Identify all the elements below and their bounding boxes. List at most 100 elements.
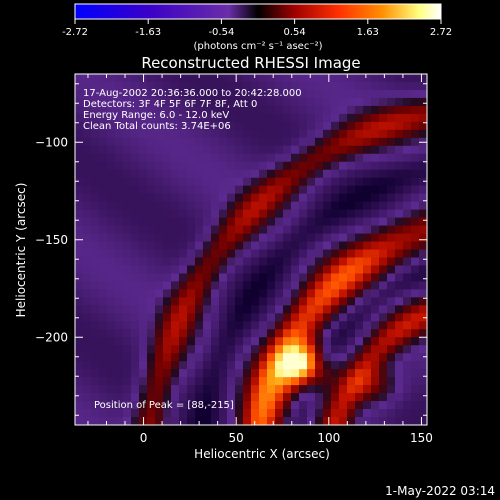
heatmap-cell: [243, 113, 252, 123]
heatmap-cell: [227, 393, 236, 402]
heatmap-cell: [299, 257, 308, 267]
heatmap-cell: [403, 217, 412, 227]
heatmap-cell: [363, 281, 372, 290]
heatmap-cell: [203, 105, 212, 115]
heatmap-cell: [235, 377, 244, 386]
heatmap-cell: [291, 201, 300, 211]
heatmap-cell: [91, 417, 100, 425]
heatmap-cell: [179, 241, 188, 251]
heatmap-cell: [299, 129, 308, 139]
heatmap-cell: [211, 249, 220, 259]
heatmap-cell: [307, 337, 316, 346]
heatmap-cell: [99, 169, 108, 179]
heatmap-cell: [147, 257, 156, 267]
heatmap-cell: [123, 153, 132, 163]
heatmap-cell: [411, 145, 420, 155]
heatmap-cell: [155, 385, 164, 394]
heatmap-cell: [163, 329, 172, 338]
heatmap-cell: [347, 265, 356, 275]
heatmap-cell: [251, 417, 260, 425]
heatmap-cell: [99, 74, 108, 83]
heatmap-cell: [163, 377, 172, 386]
heatmap-cell: [235, 233, 244, 243]
heatmap-cell: [91, 305, 100, 314]
heatmap-cell: [347, 401, 356, 410]
colorbar: -2.72 -1.63 -0.54 0.54 1.63 2.72 (photons cm⁻…: [62, 3, 452, 52]
heatmap-cell: [139, 201, 148, 211]
heatmap-cell: [307, 241, 316, 251]
heatmap-cell: [235, 89, 244, 99]
heatmap-cell: [419, 89, 427, 99]
heatmap-cell: [211, 337, 220, 346]
heatmap-cell: [187, 297, 196, 306]
heatmap-cell: [187, 81, 196, 91]
heatmap-cell: [331, 185, 340, 195]
heatmap-cell: [323, 217, 332, 227]
y-tick-label: −200: [35, 330, 68, 344]
heatmap-cell: [115, 281, 124, 290]
heatmap-cell: [171, 353, 180, 362]
heatmap-cell: [139, 329, 148, 338]
heatmap-cell: [115, 113, 124, 123]
heatmap-cell: [307, 297, 316, 306]
heatmap-cell: [363, 233, 372, 243]
heatmap-cell: [163, 265, 172, 275]
heatmap-cell: [315, 177, 324, 187]
heatmap-cell: [107, 161, 116, 171]
heatmap-cell: [339, 337, 348, 346]
heatmap-cell: [387, 417, 396, 425]
heatmap-cell: [411, 385, 420, 394]
heatmap-cell: [323, 281, 332, 290]
heatmap-cell: [371, 361, 380, 370]
heatmap-cell: [211, 369, 220, 378]
heatmap-cell: [339, 129, 348, 139]
heatmap-cell: [275, 121, 284, 131]
heatmap-cell: [347, 177, 356, 187]
heatmap-cell: [395, 353, 404, 362]
x-axis-label: Heliocentric X (arcsec): [194, 447, 330, 461]
heatmap-cell: [147, 385, 156, 394]
heatmap-cell: [403, 265, 412, 275]
heatmap-cell: [347, 321, 356, 330]
heatmap-cell: [147, 89, 156, 99]
heatmap-cell: [331, 377, 340, 386]
heatmap-cell: [379, 385, 388, 394]
heatmap-cell: [115, 329, 124, 338]
heatmap-cell: [211, 361, 220, 370]
heatmap-cell: [275, 257, 284, 267]
heatmap-cell: [291, 121, 300, 131]
heatmap-cell: [371, 121, 380, 131]
heatmap-cell: [363, 217, 372, 227]
heatmap-cell: [235, 305, 244, 314]
heatmap-cell: [403, 185, 412, 195]
heatmap-cell: [227, 169, 236, 179]
heatmap-cell: [83, 265, 92, 275]
heatmap-cell: [187, 201, 196, 211]
heatmap-cell: [403, 353, 412, 362]
heatmap-cell: [267, 401, 276, 410]
heatmap-cell: [259, 297, 268, 306]
heatmap-cell: [219, 281, 228, 290]
heatmap-cell: [155, 161, 164, 171]
heatmap-cell: [275, 105, 284, 115]
heatmap-cell: [163, 74, 172, 83]
heatmap-cell: [259, 113, 268, 123]
heatmap-cell: [131, 81, 140, 91]
heatmap-cell: [227, 137, 236, 147]
heatmap-cell: [139, 377, 148, 386]
heatmap-cell: [219, 225, 228, 235]
heatmap-cell: [331, 329, 340, 338]
heatmap-cell: [299, 281, 308, 290]
heatmap-cell: [163, 241, 172, 251]
heatmap-cell: [147, 345, 156, 354]
heatmap-cell: [83, 329, 92, 338]
heatmap-cell: [323, 233, 332, 243]
heatmap-cell: [307, 281, 316, 290]
heatmap-cell: [291, 393, 300, 402]
heatmap-cell: [307, 369, 316, 378]
heatmap-cell: [259, 153, 268, 163]
heatmap-cell: [355, 145, 364, 155]
heatmap-cell: [83, 137, 92, 147]
heatmap-cell: [331, 81, 340, 91]
heatmap-cell: [251, 169, 260, 179]
